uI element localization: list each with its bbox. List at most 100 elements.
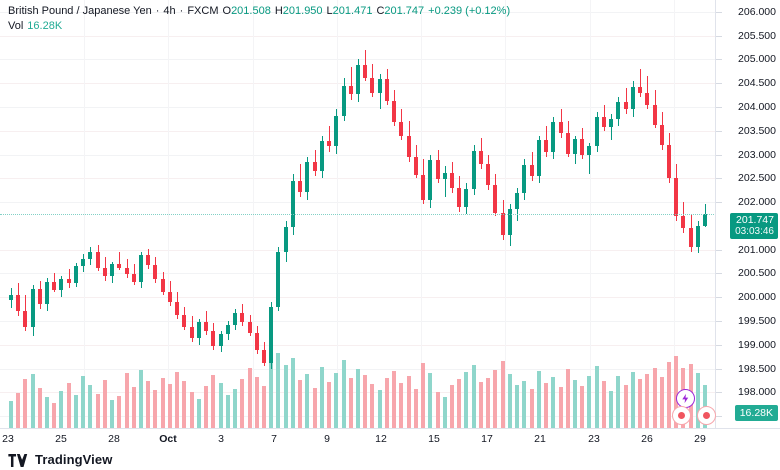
volume-bar bbox=[132, 387, 136, 428]
candle-wick bbox=[69, 268, 70, 288]
price-axis-dash bbox=[716, 59, 722, 60]
gridline-horizontal bbox=[0, 131, 716, 132]
volume-bar bbox=[392, 371, 396, 428]
volume-bar bbox=[320, 367, 324, 428]
tradingview-logo[interactable]: TradingView bbox=[8, 452, 112, 468]
price-axis-dash bbox=[716, 131, 722, 132]
volume-bar bbox=[276, 353, 280, 428]
candle-wick bbox=[589, 142, 590, 174]
price-axis-tick: 199.500 bbox=[738, 315, 776, 327]
candle-body bbox=[493, 185, 497, 213]
legend-exchange[interactable]: FXCM bbox=[187, 5, 219, 17]
volume-bar bbox=[530, 389, 534, 428]
candle-body bbox=[602, 116, 606, 127]
alert-dot-icon[interactable] bbox=[672, 406, 691, 425]
volume-bar bbox=[52, 402, 56, 428]
current-price-badge[interactable]: 201.747 03:03:46 bbox=[730, 213, 778, 240]
time-axis-tick: 17 bbox=[481, 433, 493, 445]
candle-wick bbox=[611, 114, 612, 141]
time-axis-tick: 3 bbox=[218, 433, 224, 445]
candle-body bbox=[595, 116, 599, 146]
candle-body bbox=[153, 264, 157, 280]
price-axis-dash bbox=[716, 83, 722, 84]
candle-body bbox=[269, 306, 273, 363]
gridline-horizontal bbox=[0, 36, 716, 37]
price-axis-tick: 200.500 bbox=[738, 267, 776, 280]
time-axis-tick: 21 bbox=[534, 433, 546, 445]
price-axis-dash bbox=[716, 297, 722, 298]
volume-bar bbox=[211, 374, 215, 428]
candle-body bbox=[204, 321, 208, 332]
price-axis-tick: 199.000 bbox=[738, 338, 776, 351]
gridline-horizontal bbox=[0, 178, 716, 179]
volume-bar bbox=[616, 376, 620, 428]
candle-body bbox=[219, 334, 223, 346]
candle-wick bbox=[119, 252, 120, 270]
candle-body bbox=[472, 150, 476, 189]
volume-bar bbox=[508, 373, 512, 428]
legend-high-value: 201.950 bbox=[282, 5, 323, 17]
volume-bar bbox=[407, 376, 411, 428]
volume-value-badge[interactable]: 16.28K bbox=[734, 405, 778, 421]
volume-bar bbox=[660, 377, 664, 428]
candle-body bbox=[182, 315, 186, 327]
candle-body bbox=[146, 255, 150, 265]
candle-body bbox=[23, 310, 27, 327]
volume-bar bbox=[479, 382, 483, 428]
legend-close-value: 201.747 bbox=[384, 5, 425, 17]
candle-body bbox=[501, 212, 505, 236]
time-axis-tick: 23 bbox=[2, 433, 14, 445]
candle-body bbox=[508, 209, 512, 236]
chart-legend: British Pound / Japanese Yen · 4h · FXCM… bbox=[8, 5, 510, 33]
volume-bar bbox=[197, 398, 201, 428]
legend-volume-row[interactable]: Vol 16.28K bbox=[8, 20, 510, 33]
volume-bar bbox=[262, 386, 266, 428]
time-axis[interactable]: 23 25 28 Oct 3 7 9 12 15 17 21 23 26 29 bbox=[0, 428, 780, 451]
candle-body bbox=[334, 115, 338, 146]
chart-plot-area[interactable] bbox=[0, 0, 716, 428]
lightning-bolt-icon[interactable] bbox=[676, 389, 695, 408]
candle-body bbox=[175, 301, 179, 316]
price-axis-dash bbox=[716, 321, 722, 322]
legend-interval[interactable]: 4h bbox=[163, 5, 176, 17]
volume-bar bbox=[421, 363, 425, 428]
volume-bar bbox=[609, 391, 613, 428]
price-axis-tick: 204.500 bbox=[738, 77, 776, 90]
price-axis-tick: 198.000 bbox=[738, 386, 776, 399]
candle-body bbox=[363, 65, 367, 78]
candle-body bbox=[103, 267, 107, 276]
volume-bar bbox=[370, 383, 374, 428]
volume-bar bbox=[566, 368, 570, 428]
volume-bar bbox=[146, 381, 150, 428]
legend-symbol-row[interactable]: British Pound / Japanese Yen · 4h · FXCM… bbox=[8, 5, 510, 18]
volume-bar bbox=[385, 378, 389, 428]
candle-body bbox=[320, 141, 324, 172]
volume-bar bbox=[110, 399, 114, 428]
candle-body bbox=[689, 228, 693, 248]
volume-bar bbox=[327, 381, 331, 428]
candle-body bbox=[139, 255, 143, 282]
price-axis-tick: 202.500 bbox=[738, 172, 776, 185]
candlestick-series bbox=[9, 49, 707, 369]
candle-body bbox=[631, 87, 635, 110]
price-axis-tick: 206.000 bbox=[738, 5, 776, 18]
volume-bar bbox=[493, 370, 497, 428]
candle-body bbox=[74, 266, 78, 283]
candle-body bbox=[378, 79, 382, 93]
legend-symbol[interactable]: British Pound / Japanese Yen bbox=[8, 5, 152, 17]
tradingview-logo-icon bbox=[8, 453, 28, 467]
time-axis-tick: 12 bbox=[375, 433, 387, 445]
price-axis-tick: 204.000 bbox=[738, 101, 776, 113]
price-axis-dash bbox=[716, 202, 722, 203]
alert-dot-icon-2[interactable] bbox=[697, 406, 716, 425]
volume-bar bbox=[9, 401, 13, 428]
legend-change: +0.239 (+0.12%) bbox=[428, 5, 511, 17]
candle-body bbox=[168, 291, 172, 302]
candle-body bbox=[110, 263, 114, 276]
gridline-horizontal bbox=[0, 250, 716, 251]
candle-body bbox=[486, 164, 490, 186]
price-axis[interactable]: 206.000 205.500 205.000 204.500 204.000 203.5… bbox=[715, 0, 780, 428]
price-axis-dash bbox=[716, 273, 722, 274]
volume-bar bbox=[175, 371, 179, 428]
